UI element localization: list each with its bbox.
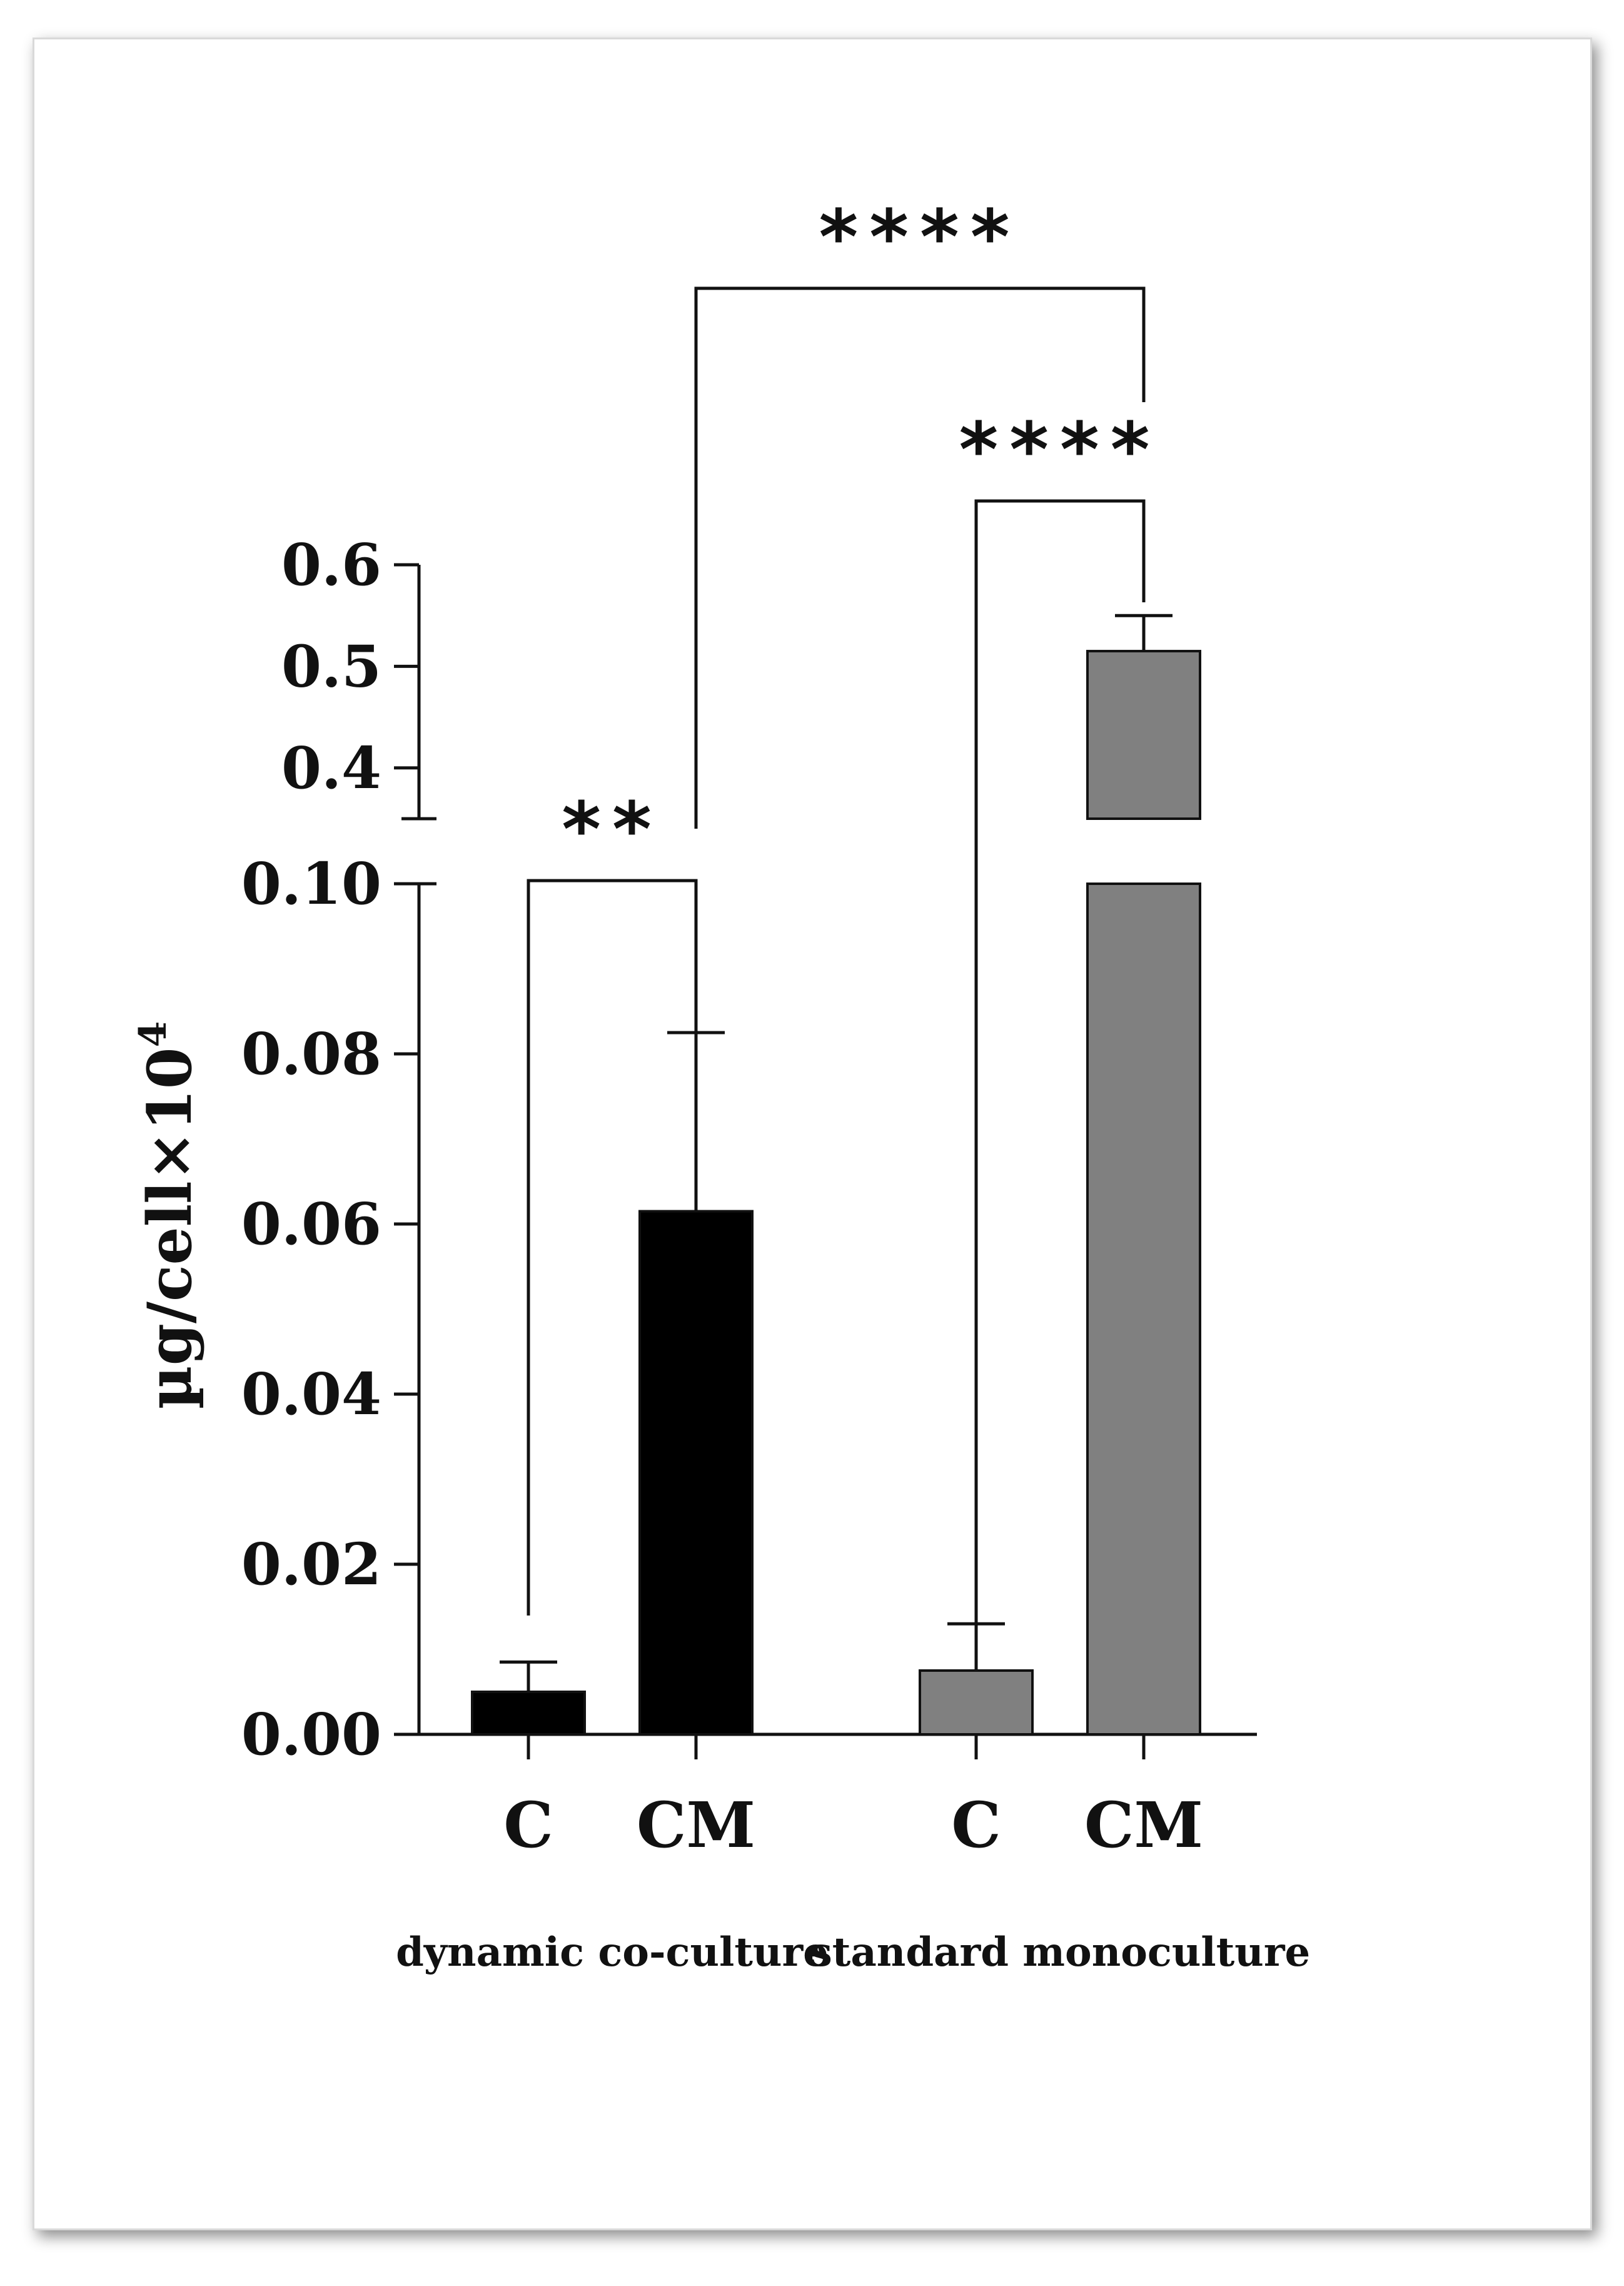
- y-tick-label: 0.6: [281, 531, 381, 599]
- y-tick-label: 0.5: [281, 632, 381, 700]
- significance-bracket-2: [694, 286, 1146, 829]
- bar-2: [919, 1669, 1034, 1736]
- y-axis-label: µg/cell×104: [131, 1021, 205, 1410]
- x-tick-label: CM: [1084, 1788, 1203, 1862]
- y-tick-label: 0.06: [241, 1190, 381, 1258]
- bar-3-lower: [1086, 883, 1201, 1736]
- significance-label-2: ****: [819, 195, 1021, 281]
- y-tick-label: 0.08: [241, 1020, 381, 1088]
- y-tick-label: 0.00: [241, 1701, 381, 1768]
- figure-frame: 0.00 0.02 0.04 0.06 0.08 0.10 0.4 0.5 0.6 µg/cell…: [33, 38, 1592, 2230]
- x-tick-label: C: [951, 1788, 1001, 1862]
- bar-0: [471, 1691, 586, 1736]
- bar-3-upper: [1086, 650, 1201, 820]
- y-axis-label-superscript: 4: [131, 1021, 175, 1048]
- significance-label-1: ****: [959, 407, 1161, 494]
- group-label: dynamic co-culture: [396, 1929, 829, 1976]
- y-tick-label: 0.02: [241, 1530, 381, 1598]
- y-tick-label: 0.4: [281, 734, 381, 802]
- significance-bracket-1: [974, 499, 1146, 1625]
- y-tick-label: 0.10: [241, 850, 381, 918]
- group-label: standard monoculture: [810, 1929, 1311, 1976]
- x-tick-label: CM: [637, 1788, 755, 1862]
- y-axis-label-text: µg/cell×10: [134, 1047, 205, 1409]
- x-tick-label: C: [503, 1788, 553, 1862]
- significance-label-0: **: [562, 787, 663, 874]
- bar-chart: 0.00 0.02 0.04 0.06 0.08 0.10 0.4 0.5 0.6 µg/cell…: [131, 195, 1311, 1976]
- y-tick-label: 0.04: [241, 1360, 381, 1428]
- bar-1: [638, 1210, 754, 1736]
- significance-bracket-0: [527, 879, 698, 1616]
